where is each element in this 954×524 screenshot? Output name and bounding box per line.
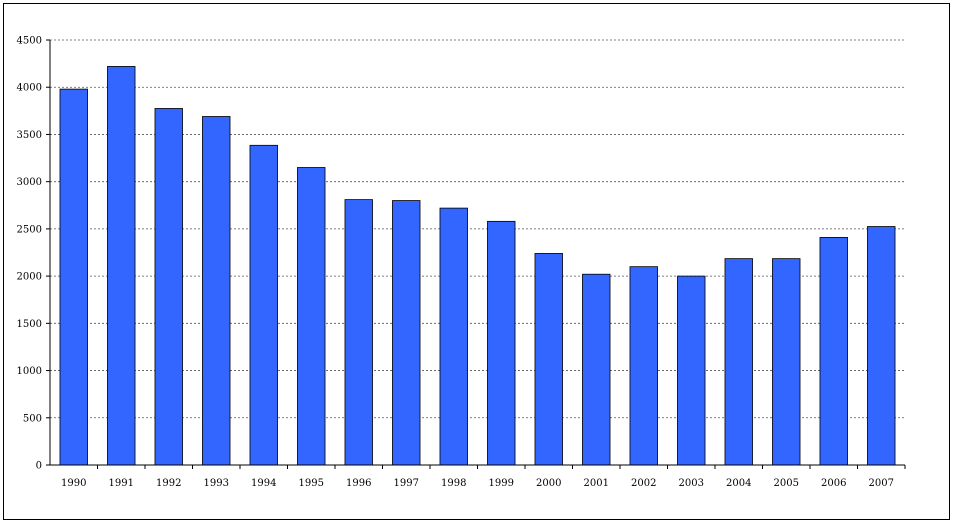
bar-2001 — [582, 273, 611, 466]
x-tick-label: 2000 — [536, 478, 561, 489]
y-tick-label: 3500 — [17, 130, 42, 141]
bar-1994 — [249, 144, 278, 466]
y-tick-label: 0 — [36, 461, 42, 472]
bar-1992 — [154, 108, 183, 466]
x-tick-label: 1994 — [251, 478, 276, 489]
x-tick-label: 1997 — [394, 478, 419, 489]
y-tick-label: 4000 — [17, 83, 42, 94]
bar-2000 — [534, 253, 563, 466]
x-tick-label: 2006 — [821, 478, 846, 489]
bar-2007 — [867, 226, 896, 466]
y-tick-label: 1500 — [17, 319, 42, 330]
x-tick-label: 2002 — [631, 478, 656, 489]
x-tick-label: 2005 — [774, 478, 799, 489]
x-tick-label: 1993 — [204, 478, 229, 489]
bar-2006 — [819, 236, 848, 466]
y-tick-label: 2000 — [17, 272, 42, 283]
bar-2005 — [772, 258, 801, 466]
bar-1995 — [297, 167, 326, 466]
x-tick-label: 1991 — [109, 478, 134, 489]
bar-2003 — [677, 275, 706, 466]
bar-1998 — [439, 207, 468, 466]
x-tick-label: 2004 — [726, 478, 751, 489]
x-tick-label: 1996 — [346, 478, 371, 489]
x-tick-label: 1990 — [61, 478, 86, 489]
y-tick-label: 500 — [23, 413, 42, 424]
y-tick-label: 1000 — [17, 366, 42, 377]
x-tick-label: 2007 — [869, 478, 894, 489]
y-tick-label: 2500 — [17, 224, 42, 235]
bar-1991 — [107, 66, 136, 466]
x-tick-label: 1992 — [156, 478, 181, 489]
x-tick-label: 2003 — [679, 478, 704, 489]
bar-1997 — [392, 200, 421, 466]
bar-2004 — [724, 258, 753, 466]
bar-1993 — [202, 116, 231, 466]
x-tick-label: 1998 — [441, 478, 466, 489]
bar-1996 — [344, 199, 373, 466]
y-tick-label: 4500 — [17, 36, 42, 47]
x-tick-label: 2001 — [584, 478, 609, 489]
bar-1990 — [59, 88, 88, 466]
x-tick-label: 1999 — [489, 478, 514, 489]
bar-2002 — [629, 266, 658, 466]
bar-1999 — [487, 220, 516, 466]
y-tick-label: 3000 — [17, 177, 42, 188]
x-tick-label: 1995 — [299, 478, 324, 489]
